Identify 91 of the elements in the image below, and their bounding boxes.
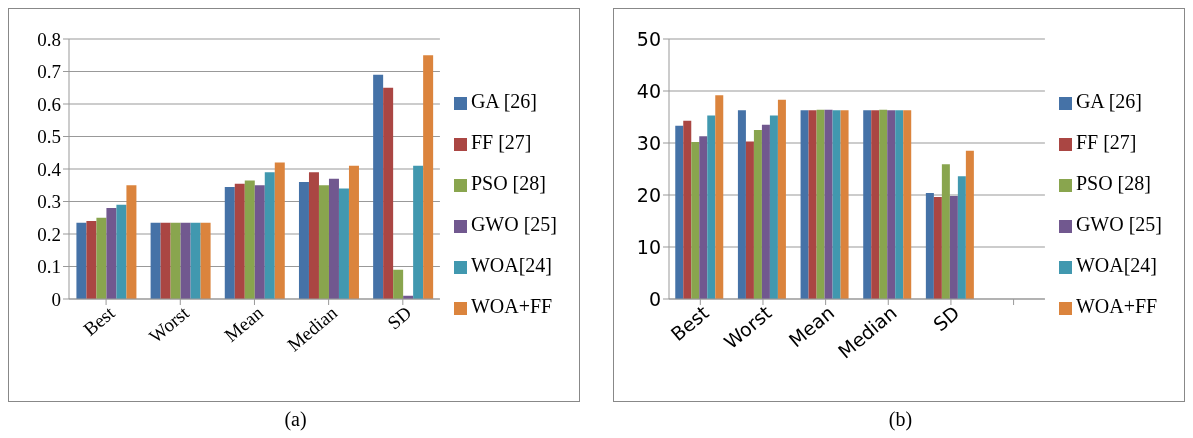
y-tick-label: 20	[636, 183, 661, 206]
bar	[737, 110, 746, 299]
text: (b)	[887, 408, 914, 431]
bar	[879, 109, 888, 299]
bar	[675, 125, 684, 299]
bar	[170, 222, 181, 299]
y-tick-label: 0.5	[37, 126, 61, 148]
legend-label: WOA+FF	[470, 295, 553, 317]
bar	[96, 217, 107, 299]
legend-label: WOA+FF	[1075, 295, 1158, 317]
bar	[753, 130, 762, 299]
bar	[373, 74, 384, 299]
bar	[413, 165, 424, 299]
bar	[808, 110, 817, 299]
legend-label: WOA[24]	[1075, 254, 1157, 276]
legend-label: WOA[24]	[470, 254, 552, 276]
bar	[707, 115, 716, 299]
bar	[244, 180, 255, 299]
y-tick-label: 0.2	[37, 223, 61, 245]
bar	[933, 197, 942, 299]
legend-label: GWO [25]	[1075, 213, 1162, 235]
bar	[683, 120, 692, 299]
bar	[308, 172, 319, 299]
bar	[863, 110, 872, 299]
bar	[274, 162, 285, 299]
y-tick-label: 0.8	[37, 28, 61, 50]
y-tick-label: 50	[636, 27, 661, 50]
bar	[106, 208, 117, 299]
y-tick-label: 0.3	[37, 191, 61, 213]
bar	[393, 269, 404, 299]
y-tick-label: 0.1	[37, 256, 61, 278]
y-tick-label: 0	[51, 288, 61, 310]
bar	[338, 188, 349, 299]
legend-label: PSO [28]	[1075, 172, 1151, 194]
bar	[126, 185, 137, 299]
bar	[150, 222, 161, 299]
bar	[318, 185, 329, 299]
bar	[699, 136, 708, 299]
bar	[957, 176, 966, 299]
legend-label: FF [27]	[1075, 131, 1137, 153]
legend-label: PSO [28]	[470, 172, 546, 194]
bar	[298, 182, 309, 299]
bar	[903, 110, 912, 299]
bar	[423, 55, 434, 299]
bar	[86, 221, 97, 299]
bar	[777, 99, 786, 299]
bar	[871, 110, 880, 299]
y-tick-label: 30	[636, 131, 661, 154]
y-tick-label: 0.6	[37, 93, 61, 115]
x-tick-label: SD	[383, 301, 416, 334]
y-tick-label: 40	[636, 79, 661, 102]
bar	[715, 95, 724, 299]
bar	[895, 110, 904, 299]
bar	[800, 110, 809, 299]
bar	[160, 222, 171, 299]
bar	[328, 178, 339, 299]
y-tick-label: 10	[636, 235, 661, 258]
legend-label: FF [27]	[470, 131, 532, 153]
bar	[769, 115, 778, 299]
bar	[824, 109, 833, 299]
bar	[383, 87, 394, 299]
y-tick-label: 0.7	[37, 61, 61, 83]
bar	[264, 172, 275, 299]
bar	[745, 141, 754, 299]
bar	[180, 222, 191, 299]
bar	[840, 110, 849, 299]
bar	[200, 222, 211, 299]
bar	[76, 222, 87, 299]
bar	[116, 204, 127, 299]
bar	[254, 185, 265, 299]
bar	[816, 109, 825, 299]
bar	[224, 186, 235, 299]
bar	[691, 141, 700, 299]
bar	[832, 110, 841, 299]
x-tick-label: Best	[79, 301, 120, 340]
bar	[949, 196, 958, 299]
bar	[190, 222, 201, 299]
text: (a)	[283, 408, 308, 431]
bar	[887, 110, 896, 299]
bar	[761, 124, 770, 299]
bar	[965, 150, 974, 299]
legend-label: GA [26]	[1075, 90, 1143, 112]
x-tick-label: SD	[928, 301, 964, 336]
bar	[925, 192, 934, 299]
y-tick-label: 0.4	[37, 158, 62, 180]
legend-label: GWO [25]	[470, 213, 557, 235]
bar	[234, 183, 245, 299]
legend-label: GA [26]	[470, 90, 538, 112]
y-tick-label: 0	[648, 287, 661, 310]
bar	[941, 164, 950, 299]
bar	[348, 165, 359, 299]
